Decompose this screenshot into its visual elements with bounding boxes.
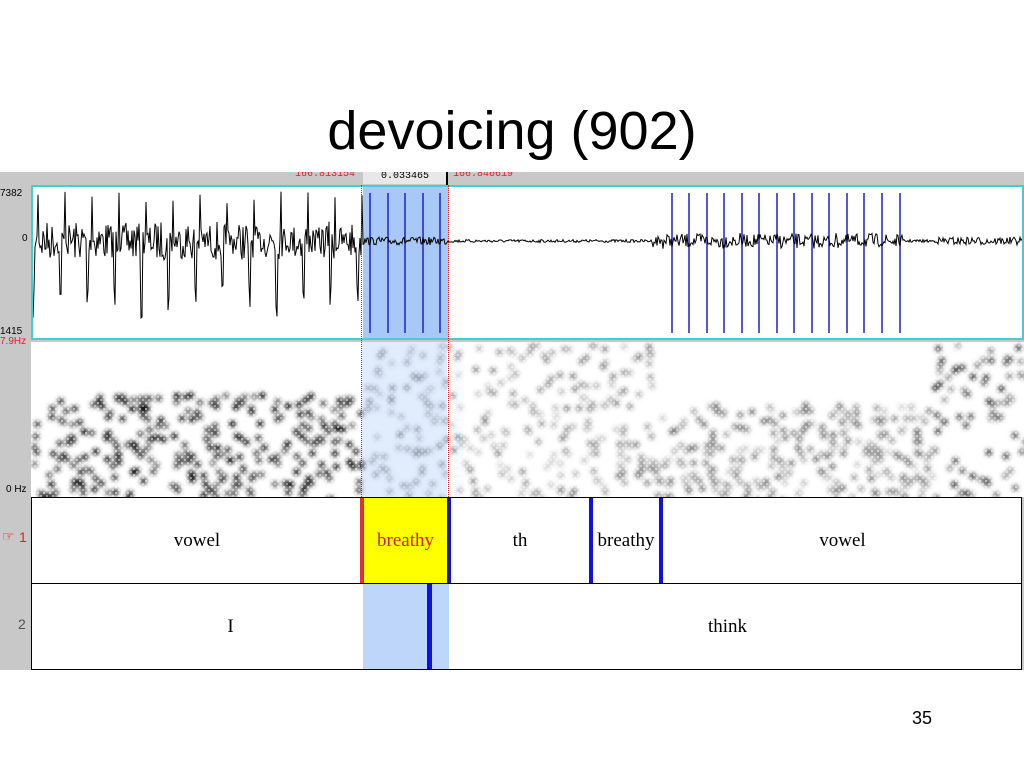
spectrogram-top-label: 7.9Hz [0,336,27,347]
boundary[interactable] [447,498,451,583]
selection-end-time: 166.846619 [453,172,514,180]
praat-editor: 166.813154 0.033465 166.846619 7382 0 14… [0,172,1024,670]
interval-vowel-2[interactable]: vowel [662,498,1023,583]
slide-number: 35 [912,708,933,728]
interval-label: th [512,529,528,551]
interval-label: vowel [173,529,221,551]
selection-duration[interactable]: 0.033465 [363,172,447,184]
waveform-trace [33,191,1022,320]
interval-label: breathy [597,529,655,551]
tier1-label[interactable]: 1 [19,529,27,545]
interval-breathy-1-selected[interactable]: breathy [363,498,448,583]
tier2-label[interactable]: 2 [18,616,26,632]
spectrogram-bottom-label: 0 Hz [6,484,27,495]
boundary[interactable] [427,584,432,669]
slide-title: devoicing (902) [327,101,697,161]
selection-end-line [448,185,449,497]
cursor-tick [446,172,448,185]
waveform-pane[interactable] [31,185,1024,340]
selection-start-time: 166.813154 [295,172,356,180]
spectrogram-plot [31,342,1024,497]
interval-I[interactable]: I [32,584,429,669]
waveform-min-label: 1415 [0,326,23,337]
interval-label: vowel [819,529,866,551]
tier1-pointer-icon: ☞ [2,528,15,544]
interval-label: I [227,615,234,637]
interval-label: think [707,615,748,637]
tier-1[interactable]: vowel breathy th breathy vowel [31,497,1022,584]
waveform-plot [33,187,1022,338]
spectrogram-selection [361,342,447,497]
boundary[interactable] [589,498,593,583]
boundary-selected[interactable] [360,498,364,583]
interval-think[interactable]: think [432,584,1023,669]
waveform-max-label: 7382 [0,188,23,199]
selection-start-line [361,185,362,497]
pulse-marks [369,193,901,333]
tier-2[interactable]: I think [31,583,1022,670]
time-bar[interactable]: 166.813154 0.033465 166.846619 [0,172,1024,185]
boundary[interactable] [659,498,663,583]
spectrogram-pane[interactable] [31,342,1024,497]
waveform-zero-label: 0 [22,233,28,244]
interval-th[interactable]: th [450,498,590,583]
interval-breathy-2[interactable]: breathy [592,498,660,583]
interval-label: breathy [377,529,434,551]
interval-vowel-1[interactable]: vowel [32,498,362,583]
waveform-selection [363,187,449,338]
tier2-selection [363,584,449,669]
